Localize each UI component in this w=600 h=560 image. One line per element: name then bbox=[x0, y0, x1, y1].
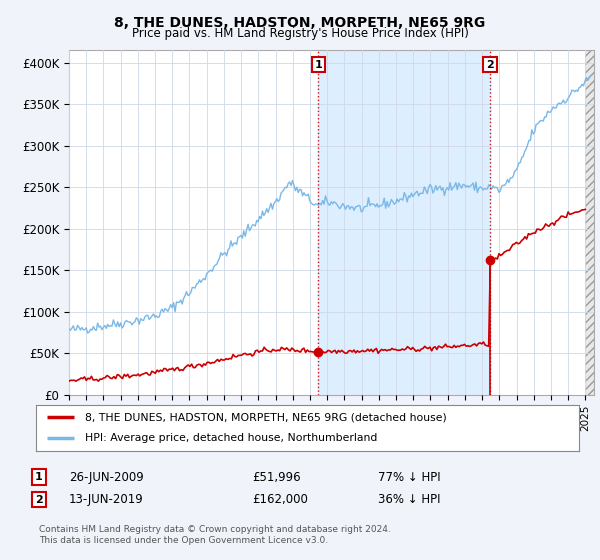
Text: Contains HM Land Registry data © Crown copyright and database right 2024.
This d: Contains HM Land Registry data © Crown c… bbox=[39, 525, 391, 545]
Text: 1: 1 bbox=[35, 472, 43, 482]
Text: £51,996: £51,996 bbox=[252, 470, 301, 484]
Text: 26-JUN-2009: 26-JUN-2009 bbox=[69, 470, 144, 484]
Text: 2: 2 bbox=[486, 59, 494, 69]
Text: 2: 2 bbox=[35, 494, 43, 505]
Text: 1: 1 bbox=[314, 59, 322, 69]
Bar bbox=[318, 50, 490, 395]
Text: 77% ↓ HPI: 77% ↓ HPI bbox=[378, 470, 440, 484]
Text: 8, THE DUNES, HADSTON, MORPETH, NE65 9RG: 8, THE DUNES, HADSTON, MORPETH, NE65 9RG bbox=[115, 16, 485, 30]
Text: 13-JUN-2019: 13-JUN-2019 bbox=[69, 493, 144, 506]
Text: Price paid vs. HM Land Registry's House Price Index (HPI): Price paid vs. HM Land Registry's House … bbox=[131, 27, 469, 40]
Text: 36% ↓ HPI: 36% ↓ HPI bbox=[378, 493, 440, 506]
Bar bbox=[586, 50, 594, 395]
Bar bbox=[586, 50, 594, 395]
Text: 8, THE DUNES, HADSTON, MORPETH, NE65 9RG (detached house): 8, THE DUNES, HADSTON, MORPETH, NE65 9RG… bbox=[85, 412, 446, 422]
Text: HPI: Average price, detached house, Northumberland: HPI: Average price, detached house, Nort… bbox=[85, 433, 377, 444]
Text: £162,000: £162,000 bbox=[252, 493, 308, 506]
Bar bbox=[586, 50, 594, 395]
